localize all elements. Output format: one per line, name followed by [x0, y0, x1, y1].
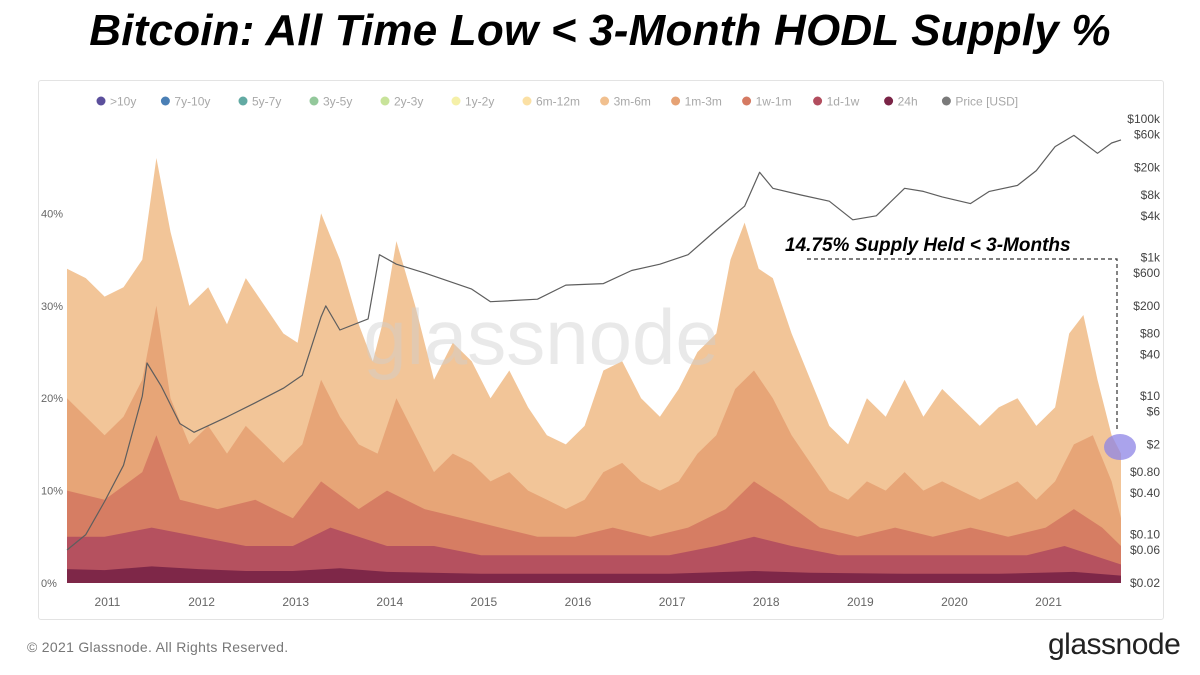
- legend-swatch: [941, 96, 951, 106]
- legend-swatch: [600, 96, 610, 106]
- watermark: glassnode: [363, 293, 719, 381]
- price-tick-label: $4k: [1141, 209, 1161, 223]
- x-tick-label: 2013: [282, 595, 309, 609]
- legend-label: 2y-3y: [394, 95, 423, 109]
- legend-item-1y-2y[interactable]: 1y-2y: [451, 95, 495, 109]
- price-tick-label: $10: [1140, 389, 1160, 403]
- x-tick-label: 2014: [376, 595, 403, 609]
- price-line: [66, 134, 1122, 551]
- legend-label: Price [USD]: [955, 95, 1018, 109]
- price-tick-label: $20k: [1134, 160, 1161, 174]
- x-tick-label: 2015: [471, 595, 498, 609]
- price-tick-label: $100k: [1127, 112, 1161, 126]
- hodl-waves-chart: >10y 7y-10y 5y-7y 3y-5y 2y-3y 1y-2y 6m-12m 3m-6…: [41, 95, 1161, 610]
- legend-swatch: [884, 96, 894, 106]
- x-axis: 2011 2012 2013 2014 2015 2016 2017 2018 2019 2020…: [95, 595, 1063, 609]
- legend-item-3y-5y[interactable]: 3y-5y: [309, 95, 353, 109]
- legend-label: 1w-1m: [756, 95, 792, 109]
- area-layers: [67, 158, 1121, 583]
- legend-item-1w-1m[interactable]: 1w-1m: [742, 95, 792, 109]
- price-tick-label: $0.06: [1130, 543, 1160, 557]
- x-tick-label: 2020: [941, 595, 968, 609]
- chart-title: Bitcoin: All Time Low < 3-Month HODL Sup…: [89, 6, 1111, 55]
- legend-label: 7y-10y: [174, 95, 210, 109]
- legend-swatch: [160, 96, 170, 106]
- price-tick-label: $2: [1147, 437, 1161, 451]
- legend-item-3m-6m[interactable]: 3m-6m: [600, 95, 651, 109]
- legend-label: 1y-2y: [465, 95, 494, 109]
- chart-panel: >10y 7y-10y 5y-7y 3y-5y 2y-3y 1y-2y 6m-12m 3m-6…: [38, 80, 1164, 620]
- y-tick-label: 40%: [41, 208, 63, 220]
- legend-item-5y-7y[interactable]: 5y-7y: [238, 95, 282, 109]
- legend-swatch: [451, 96, 461, 106]
- y-tick-label: 30%: [41, 301, 63, 313]
- legend-label: 5y-7y: [252, 95, 281, 109]
- x-tick-label: 2018: [753, 595, 780, 609]
- price-tick-label: $6: [1147, 404, 1161, 418]
- x-tick-label: 2019: [847, 595, 874, 609]
- x-tick-label: 2021: [1035, 595, 1062, 609]
- y-tick-label: 0%: [41, 578, 57, 590]
- price-tick-label: $80: [1140, 327, 1160, 341]
- y-tick-label: 20%: [41, 393, 63, 405]
- copyright-text: © 2021 Glassnode. All Rights Reserved.: [27, 639, 289, 655]
- area-24h: [67, 566, 1121, 583]
- legend-item-1m-3m[interactable]: 1m-3m: [671, 95, 722, 109]
- x-tick-label: 2017: [659, 595, 686, 609]
- legend-swatch: [380, 96, 390, 106]
- legend-item-1d-1w[interactable]: 1d-1w: [813, 95, 860, 109]
- legend-swatch: [309, 96, 319, 106]
- legend-swatch: [96, 96, 106, 106]
- brand-logo-text: glassnode: [1048, 628, 1181, 661]
- legend-item-24h[interactable]: 24h: [884, 95, 918, 109]
- legend-swatch: [813, 96, 823, 106]
- price-tick-label: $8k: [1141, 188, 1161, 202]
- price-tick-label: $60k: [1134, 127, 1161, 141]
- annotation-label: 14.75% Supply Held < 3-Months: [785, 235, 1071, 256]
- legend-label: 3m-6m: [614, 95, 651, 109]
- price-tick-label: $0.80: [1130, 465, 1160, 479]
- price-tick-label: $0.02: [1130, 576, 1160, 590]
- legend-label: 3y-5y: [323, 95, 352, 109]
- legend-item-6m-12m[interactable]: 6m-12m: [522, 95, 581, 109]
- price-tick-label: $0.10: [1130, 528, 1160, 542]
- price-tick-label: $1k: [1141, 251, 1161, 265]
- legend-label: 1d-1w: [827, 95, 860, 109]
- y-axis-left: 0% 10% 20% 30% 40%: [41, 208, 63, 590]
- legend-item-price-usd[interactable]: Price [USD]: [941, 95, 1018, 109]
- x-tick-label: 2012: [188, 595, 215, 609]
- legend-label: >10y: [110, 95, 136, 109]
- y-tick-label: 10%: [41, 486, 63, 498]
- price-tick-label: $40: [1140, 347, 1160, 361]
- annotation-marker: [1104, 434, 1136, 460]
- y-axis-right: $0.02 $0.06$0.10 $0.40 $0.80 $2 $6$10 $40 $80 $2…: [1127, 112, 1161, 590]
- price-tick-label: $0.40: [1130, 486, 1160, 500]
- legend-swatch: [742, 96, 752, 106]
- x-tick-label: 2011: [95, 595, 121, 609]
- legend-item-7y-10y[interactable]: 7y-10y: [160, 95, 211, 109]
- legend-swatch: [522, 96, 532, 106]
- legend-item-10y[interactable]: >10y: [96, 95, 137, 109]
- legend-label: 1m-3m: [685, 95, 722, 109]
- legend-label: 6m-12m: [536, 95, 580, 109]
- price-line-group: [66, 134, 1122, 551]
- x-tick-label: 2016: [565, 595, 592, 609]
- legend-item-2y-3y[interactable]: 2y-3y: [380, 95, 424, 109]
- price-tick-label: $600: [1133, 266, 1160, 280]
- legend: >10y 7y-10y 5y-7y 3y-5y 2y-3y 1y-2y 6m-12m 3m-6…: [96, 95, 1018, 109]
- legend-swatch: [238, 96, 248, 106]
- annotation: 14.75% Supply Held < 3-Months: [785, 235, 1136, 460]
- legend-label: 24h: [898, 95, 918, 109]
- price-tick-label: $200: [1133, 299, 1160, 313]
- annotation-leader-line: [807, 258, 1118, 431]
- legend-swatch: [671, 96, 681, 106]
